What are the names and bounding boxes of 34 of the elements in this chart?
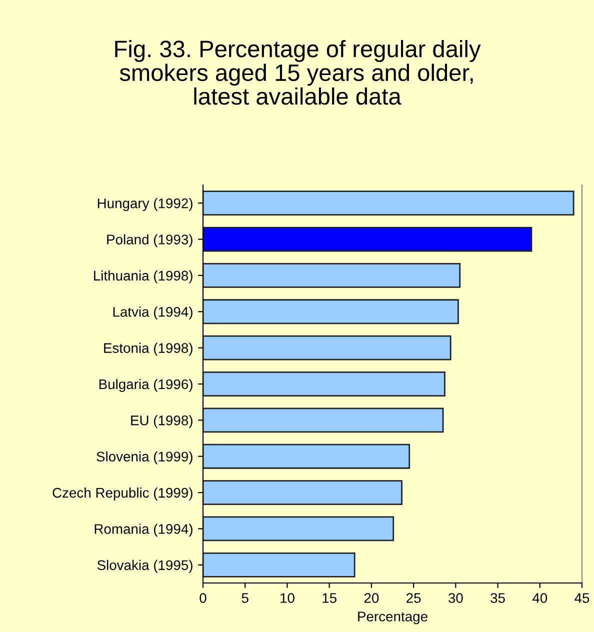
y-tick-label: EU (1998) [131,415,192,428]
bar [203,480,402,505]
x-tick-label: 30 [448,593,463,603]
x-tick-label: 5 [242,593,248,603]
bar [203,263,461,288]
y-tick-label: Latvia (1994) [113,306,192,320]
chart-title: Fig. 33. Percentage of regular daily smokers aged 15 years and older, latest available data [115,40,481,105]
x-tick-label: 15 [322,593,336,603]
y-tick-label: Slovenia (1999) [96,451,192,464]
bar [203,408,444,433]
y-tick-label: Poland (1993) [107,234,192,248]
bar [203,516,394,542]
y-tick-label: Romania (1994) [94,524,192,537]
y-tick-label: Slovakia (1995) [97,560,192,573]
y-tick-label: Czech Republic (1999) [52,488,192,500]
y-tick-label: Estonia (1998) [104,342,192,356]
bar [203,372,446,396]
y-tick-label: Bulgaria (1996) [99,378,192,392]
x-tick-label: 35 [490,593,505,603]
bar [203,552,356,578]
y-tick-label: Lithuania (1998) [94,270,192,284]
x-tick-label: 25 [406,593,421,603]
bar [203,299,459,324]
bar [203,190,574,216]
x-tick-label: 40 [532,593,548,603]
x-axis-title: Percentage [358,612,428,624]
x-tick-label: 10 [280,593,294,603]
x-tick-label: 0 [200,593,206,603]
x-tick-label: 20 [364,593,379,603]
bar [203,335,452,360]
bar [203,444,410,469]
bar [203,226,532,252]
x-tick-label: 45 [574,593,590,603]
y-tick-label: Hungary (1992) [98,198,192,212]
